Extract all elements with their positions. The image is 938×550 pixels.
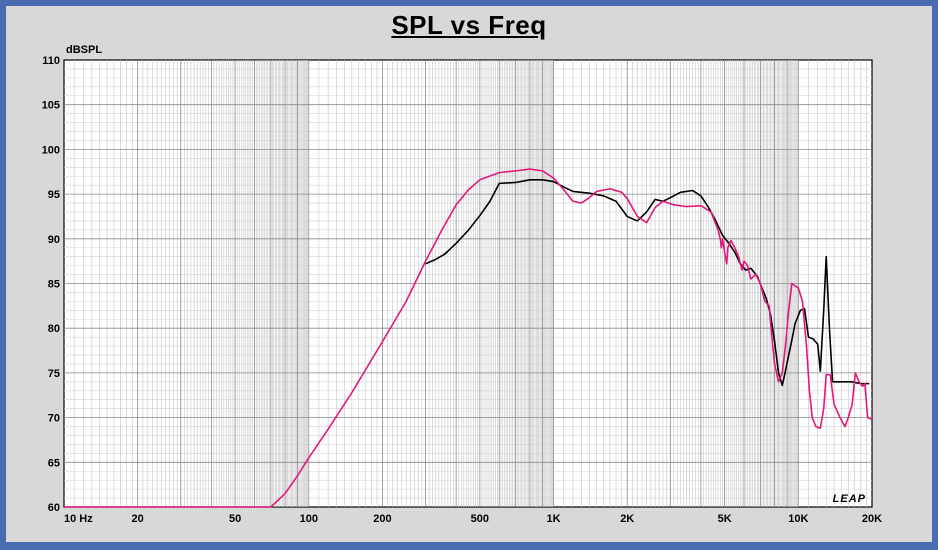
y-tick-label: 65 — [48, 457, 60, 469]
y-tick-label: 80 — [48, 323, 60, 335]
series-line-2 — [64, 168, 873, 508]
x-tick-label: 100 — [300, 513, 318, 525]
y-tick-label: 100 — [42, 144, 60, 156]
y-tick-label: 110 — [42, 55, 60, 67]
y-tick-label: 75 — [48, 368, 60, 380]
x-tick-label: 200 — [373, 513, 391, 525]
x-tick-label: 500 — [471, 513, 489, 525]
y-axis-label: dBSPL — [66, 44, 102, 56]
x-tick-labels: 10 Hz 20 50 100 200 500 1K 2K 5K 10K 20K — [64, 513, 882, 525]
series-layer — [64, 168, 873, 508]
x-tick-label: 1K — [547, 513, 561, 525]
x-tick-label: 2K — [620, 513, 634, 525]
y-tick-label: 95 — [48, 189, 60, 201]
x-tick-label: 20K — [862, 513, 882, 525]
y-tick-label: 70 — [48, 413, 60, 425]
leap-watermark: LEAP — [833, 493, 866, 505]
x-tick-label: 5K — [718, 513, 732, 525]
series-line-1 — [425, 179, 870, 387]
x-tick-label: 10K — [788, 513, 808, 525]
y-tick-label: 105 — [42, 100, 60, 112]
y-tick-labels: 60 65 70 75 80 85 90 95 100 105 110 — [42, 55, 60, 514]
y-tick-label: 90 — [48, 234, 60, 246]
y-tick-label: 60 — [48, 502, 60, 514]
x-tick-label: 20 — [132, 513, 144, 525]
y-tick-label: 85 — [48, 279, 60, 291]
x-tick-label: 10 Hz — [64, 513, 93, 525]
chart-title: SPL vs Freq — [391, 10, 547, 40]
x-tick-label: 50 — [229, 513, 241, 525]
major-grid — [64, 60, 872, 507]
